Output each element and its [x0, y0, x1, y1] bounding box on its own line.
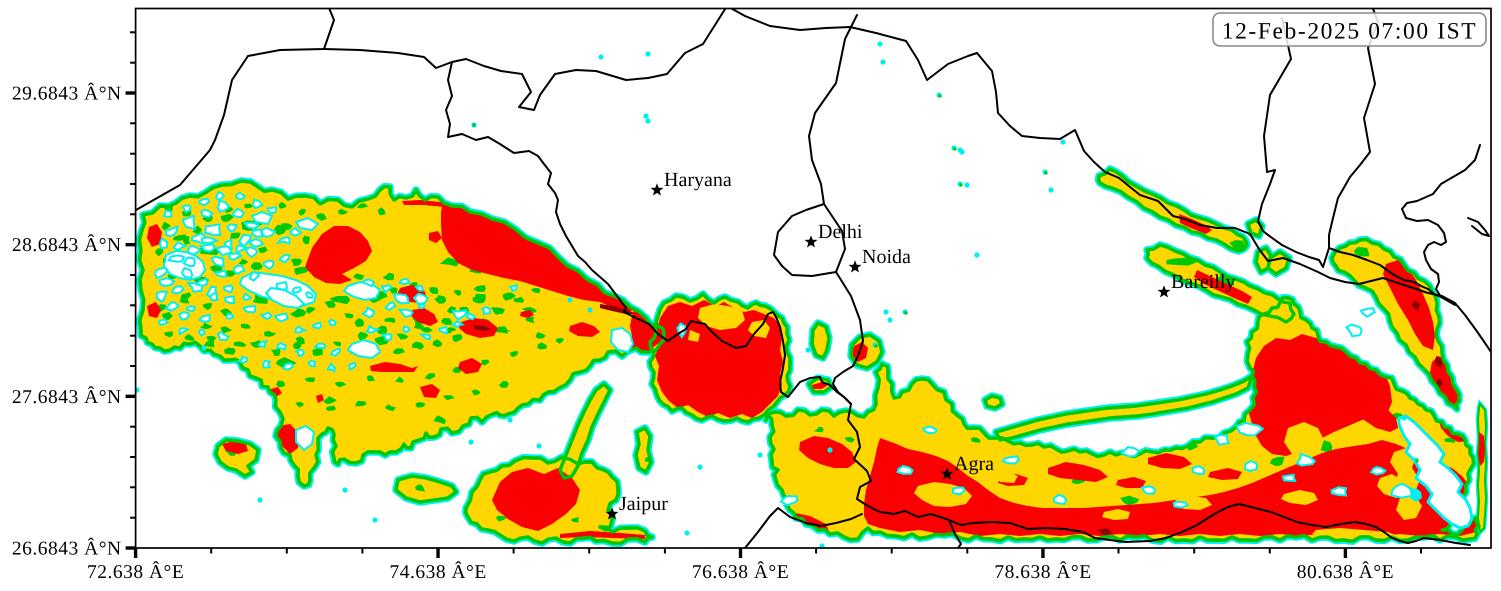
svg-text:26.6843 Â°N: 26.6843 Â°N [12, 538, 122, 560]
svg-text:Delhi: Delhi [818, 221, 863, 243]
svg-text:Agra: Agra [954, 453, 994, 475]
svg-text:Haryana: Haryana [664, 169, 732, 191]
svg-text:Noida: Noida [862, 246, 911, 268]
svg-text:12-Feb-2025 07:00 IST: 12-Feb-2025 07:00 IST [1222, 19, 1478, 45]
svg-text:Jaipur: Jaipur [619, 493, 668, 515]
svg-text:74.638 Â°E: 74.638 Â°E [389, 561, 486, 583]
svg-text:72.638 Â°E: 72.638 Â°E [87, 561, 184, 583]
svg-text:Bareilly: Bareilly [1171, 271, 1235, 293]
svg-text:76.638 Â°E: 76.638 Â°E [692, 561, 789, 583]
svg-text:29.6843 Â°N: 29.6843 Â°N [12, 83, 122, 105]
svg-text:27.6843 Â°N: 27.6843 Â°N [12, 386, 122, 408]
svg-text:80.638 Â°E: 80.638 Â°E [1297, 561, 1394, 583]
svg-text:28.6843 Â°N: 28.6843 Â°N [12, 234, 122, 256]
svg-text:78.638 Â°E: 78.638 Â°E [994, 561, 1091, 583]
